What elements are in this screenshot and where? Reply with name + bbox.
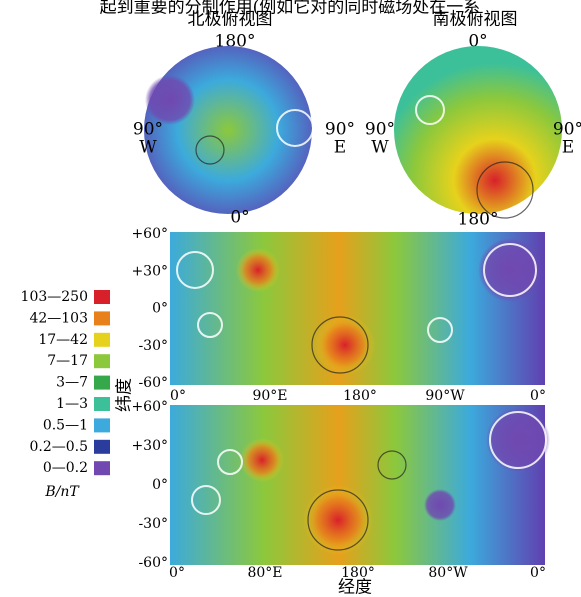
legend-label: 0.5—1 bbox=[43, 417, 88, 433]
legend-label: 1—3 bbox=[56, 396, 88, 412]
figure: 起到重要的分制作用(例如它对的同时磁场处在一系 北极俯视图 180° 0° 90… bbox=[0, 0, 581, 597]
y-tick-label: +30° bbox=[131, 263, 168, 279]
x-tick-label: 0° bbox=[530, 565, 546, 581]
x-tick-label: 0° bbox=[530, 388, 546, 404]
upper-map bbox=[170, 232, 545, 385]
north-title: 北极俯视图 bbox=[188, 10, 273, 30]
legend-swatch bbox=[94, 311, 110, 325]
legend-swatch bbox=[94, 461, 110, 475]
y-tick-label: -60° bbox=[138, 375, 168, 391]
map-region bbox=[145, 75, 195, 125]
caption-fragment: 起到重要的分制作用(例如它对的同时磁场处在一系 bbox=[100, 0, 481, 18]
map-region bbox=[236, 248, 280, 292]
x-tick-label: 180° bbox=[341, 565, 375, 581]
map-region bbox=[240, 438, 284, 482]
legend-swatch bbox=[94, 333, 110, 347]
lower-map bbox=[170, 405, 550, 565]
legend-label: 0—0.2 bbox=[43, 460, 88, 476]
y-tick-label: +30° bbox=[131, 438, 168, 454]
north-right: 90° bbox=[325, 120, 355, 140]
y-tick-label: -30° bbox=[138, 516, 168, 532]
x-tick-label: 0° bbox=[169, 565, 185, 581]
south-title: 南极俯视图 bbox=[433, 10, 518, 30]
map-region bbox=[478, 238, 542, 302]
map-region bbox=[303, 485, 373, 555]
map-region bbox=[486, 408, 550, 472]
x-tick-label: 90°E bbox=[252, 388, 287, 404]
legend-title: B/nT bbox=[44, 484, 80, 500]
south-map bbox=[394, 46, 562, 214]
legend-label: 17—42 bbox=[38, 332, 88, 348]
legend-label: 7—17 bbox=[47, 353, 88, 369]
north-map bbox=[144, 46, 312, 214]
north-left: W bbox=[139, 138, 157, 158]
north-right: E bbox=[334, 138, 346, 158]
legend-swatch bbox=[94, 397, 110, 411]
legend-label: 42—103 bbox=[29, 310, 88, 326]
legend-label: 3—7 bbox=[56, 375, 88, 391]
y-tick-label: -30° bbox=[138, 338, 168, 354]
south-left: 90° bbox=[365, 120, 395, 140]
x-tick-label: 80°W bbox=[428, 565, 468, 581]
y-tick-label: +60° bbox=[131, 399, 168, 415]
y-tick-label: -60° bbox=[138, 555, 168, 571]
north-left: 90° bbox=[133, 120, 163, 140]
south-right: E bbox=[562, 138, 574, 158]
legend-swatch bbox=[94, 418, 110, 432]
y-tick-label: +60° bbox=[131, 226, 168, 242]
south-left: W bbox=[371, 138, 389, 158]
legend-swatch bbox=[94, 290, 110, 304]
legend-swatch bbox=[94, 376, 110, 390]
y-tick-label: 0° bbox=[152, 301, 168, 317]
legend-label: 103—250 bbox=[21, 289, 88, 305]
legend-swatch bbox=[94, 440, 110, 454]
map-region bbox=[315, 315, 375, 375]
legend-swatch bbox=[94, 354, 110, 368]
map-region bbox=[424, 489, 456, 521]
x-tick-label: 180° bbox=[343, 388, 377, 404]
x-tick-label: 80°E bbox=[247, 565, 282, 581]
north-bottom: 0° bbox=[230, 208, 249, 228]
x-tick-label: 0° bbox=[170, 388, 186, 404]
y-tick-label: 0° bbox=[152, 477, 168, 493]
x-tick-label: 90°W bbox=[425, 388, 465, 404]
legend-label: 0.2—0.5 bbox=[29, 439, 88, 455]
south-right: 90° bbox=[553, 120, 581, 140]
south-bottom: 180° bbox=[458, 210, 499, 230]
